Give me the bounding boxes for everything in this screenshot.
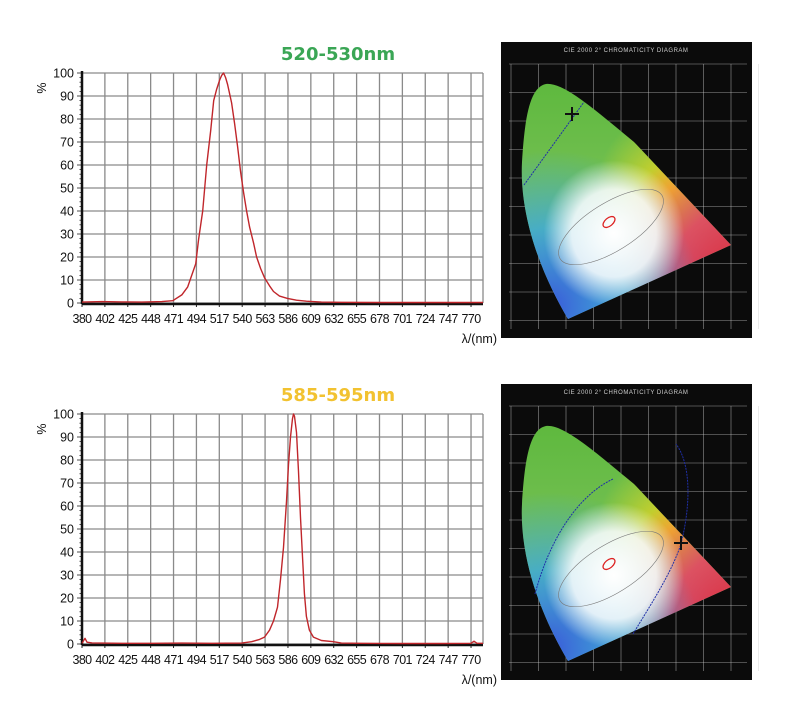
white-point-marker — [602, 215, 616, 229]
planckian-region — [558, 188, 664, 266]
x-tick-label: 471 — [164, 653, 184, 667]
x-tick-label: 494 — [187, 653, 207, 667]
x-tick-label: 678 — [370, 312, 390, 326]
x-tick-label: 517 — [210, 312, 230, 326]
x-tick-label: 586 — [278, 312, 298, 326]
x-tick-label: 563 — [256, 653, 276, 667]
y-axis-label: % — [35, 423, 49, 434]
chart-title: 585-595nm — [281, 385, 395, 406]
y-tick-label: 70 — [60, 136, 74, 150]
x-tick-label: 402 — [95, 653, 115, 667]
x-tick-label: 701 — [393, 312, 413, 326]
x-tick-label: 632 — [324, 312, 344, 326]
cie-chromaticity-diagram-1: CIE 2000 2° CHROMATICITY DIAGRAM — [501, 42, 759, 338]
diagram-title: CIE 2000 2° CHROMATICITY DIAGRAM — [564, 390, 689, 396]
y-tick-label: 20 — [60, 251, 74, 265]
x-tick-label: 655 — [347, 312, 367, 326]
x-tick-label: 770 — [461, 653, 481, 667]
white-point-marker — [602, 557, 616, 571]
cross-marker-icon — [565, 107, 579, 121]
y-tick-label: 70 — [60, 477, 74, 491]
x-tick-label: 517 — [210, 653, 230, 667]
x-tick-label: 448 — [141, 653, 161, 667]
spectrum-chart-2: 585-595nm 0 10 20 30 40 50 60 70 80 90 100 380 402 425… — [35, 385, 497, 687]
y-tick-label: 100 — [53, 408, 74, 422]
y-tick-label: 50 — [60, 182, 74, 196]
y-tick-label: 60 — [60, 500, 74, 514]
x-tick-label: 609 — [301, 653, 321, 667]
y-axis-label: % — [35, 82, 49, 93]
y-tick-label: 0 — [67, 638, 74, 652]
x-tick-label: 563 — [256, 312, 276, 326]
chart-title: 520-530nm — [281, 44, 395, 65]
y-tick-label: 40 — [60, 546, 74, 560]
x-tick-label: 609 — [301, 312, 321, 326]
y-tick-label: 80 — [60, 454, 74, 468]
x-tick-label: 724 — [416, 653, 436, 667]
x-tick-label: 655 — [347, 653, 367, 667]
y-tick-label: 100 — [53, 67, 74, 81]
x-tick-label: 540 — [233, 312, 253, 326]
planckian-region — [558, 530, 664, 608]
x-axis-label: λ/(nm) — [462, 673, 497, 687]
y-tick-label: 40 — [60, 205, 74, 219]
diagram-title: CIE 2000 2° CHROMATICITY DIAGRAM — [564, 48, 689, 54]
dominant-wavelength-line — [523, 101, 585, 186]
y-tick-label: 0 — [67, 297, 74, 311]
x-tick-label: 747 — [439, 653, 459, 667]
x-tick-label: 747 — [439, 312, 459, 326]
x-tick-label: 724 — [416, 312, 436, 326]
y-tick-label: 20 — [60, 592, 74, 606]
x-axis-label: λ/(nm) — [462, 332, 497, 346]
x-tick-label: 586 — [278, 653, 298, 667]
x-tick-label: 471 — [164, 312, 184, 326]
spectrum-chart-1: 520-530nm 0 10 20 30 40 50 60 70 80 90 100 380 402 425… — [35, 44, 497, 346]
y-tick-label: 30 — [60, 228, 74, 242]
x-tick-label: 380 — [72, 653, 92, 667]
x-tick-label: 448 — [141, 312, 161, 326]
x-tick-label: 701 — [393, 653, 413, 667]
y-tick-label: 90 — [60, 431, 74, 445]
x-tick-label: 494 — [187, 312, 207, 326]
y-tick-label: 80 — [60, 113, 74, 127]
x-tick-label: 425 — [118, 653, 138, 667]
y-tick-label: 60 — [60, 159, 74, 173]
y-tick-label: 10 — [60, 615, 74, 629]
x-tick-label: 770 — [461, 312, 481, 326]
cross-marker-icon — [674, 536, 688, 550]
x-tick-label: 425 — [118, 312, 138, 326]
x-tick-label: 678 — [370, 653, 390, 667]
cie-chromaticity-diagram-2: CIE 2000 2° CHROMATICITY DIAGRAM — [501, 384, 759, 680]
spectrum-line — [81, 72, 483, 304]
y-tick-label: 10 — [60, 274, 74, 288]
x-tick-label: 380 — [72, 312, 92, 326]
x-tick-label: 402 — [95, 312, 115, 326]
spectrum-line — [81, 413, 483, 645]
x-tick-label: 540 — [233, 653, 253, 667]
y-tick-label: 50 — [60, 523, 74, 537]
y-tick-label: 90 — [60, 90, 74, 104]
y-tick-label: 30 — [60, 569, 74, 583]
x-tick-label: 632 — [324, 653, 344, 667]
